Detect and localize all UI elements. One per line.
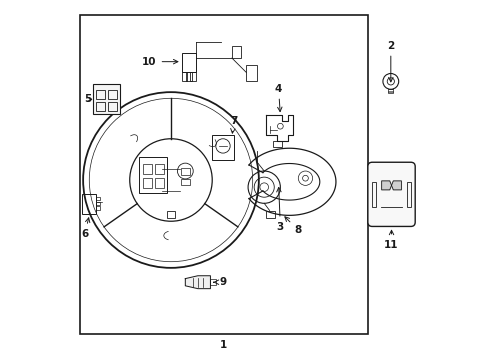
Text: 5: 5	[83, 94, 92, 104]
Bar	[406, 182, 410, 207]
Bar	[246, 65, 257, 81]
Bar	[273, 140, 282, 147]
Polygon shape	[381, 181, 391, 190]
Bar	[96, 197, 100, 201]
Bar	[181, 168, 189, 175]
Bar	[166, 211, 175, 218]
Text: 4: 4	[274, 84, 282, 112]
Bar	[265, 211, 274, 218]
Bar	[387, 89, 392, 93]
Bar	[231, 45, 241, 58]
Bar	[96, 90, 105, 99]
Bar	[190, 72, 196, 81]
Text: 9: 9	[213, 277, 226, 287]
Bar	[212, 135, 233, 160]
Bar	[80, 15, 367, 334]
Bar	[96, 202, 100, 205]
Bar	[139, 157, 166, 193]
Polygon shape	[391, 181, 401, 190]
Text: 11: 11	[384, 230, 398, 249]
Bar	[142, 178, 152, 188]
Bar	[108, 102, 117, 111]
Text: 10: 10	[142, 57, 178, 67]
Bar	[210, 279, 215, 285]
Bar	[142, 164, 152, 174]
Text: 8: 8	[285, 217, 301, 235]
Bar	[108, 90, 117, 99]
Bar	[81, 194, 96, 214]
Bar	[185, 72, 191, 81]
Bar	[182, 53, 196, 72]
Text: 3: 3	[276, 188, 284, 231]
Text: 6: 6	[81, 218, 90, 239]
Bar	[96, 102, 105, 111]
Bar	[182, 72, 187, 81]
Polygon shape	[185, 276, 210, 289]
Text: 7: 7	[229, 116, 237, 133]
Bar	[371, 182, 376, 207]
Bar	[96, 206, 100, 210]
Bar	[93, 84, 120, 114]
FancyBboxPatch shape	[367, 162, 414, 226]
Bar	[155, 164, 163, 174]
Text: 1: 1	[219, 340, 226, 350]
Bar	[181, 179, 189, 185]
Text: 2: 2	[386, 41, 394, 82]
Bar	[155, 178, 163, 188]
